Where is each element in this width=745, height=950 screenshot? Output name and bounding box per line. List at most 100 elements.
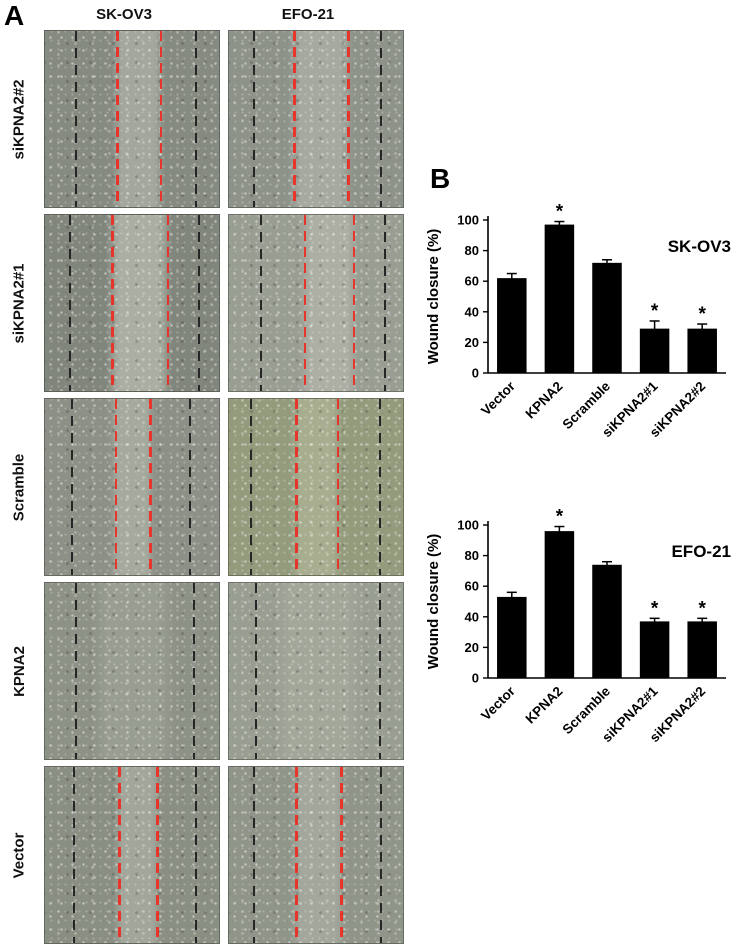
svg-text:Wound closure (%): Wound closure (%)	[425, 534, 442, 670]
svg-text:KPNA2: KPNA2	[523, 684, 566, 727]
svg-text:*: *	[556, 507, 564, 528]
origin-edge-line	[249, 399, 252, 575]
cell-texture	[229, 583, 403, 759]
svg-text:40: 40	[465, 304, 479, 319]
wound-area	[289, 399, 343, 575]
wound-area	[272, 583, 363, 759]
svg-text:KPNA2: KPNA2	[523, 379, 566, 422]
cell-texture	[45, 583, 219, 759]
wound-area	[105, 215, 172, 391]
micrograph-row-scramble: Scramble	[2, 398, 404, 576]
origin-edge-line	[74, 31, 77, 207]
origin-edge-line	[255, 583, 258, 759]
wound-area	[111, 31, 166, 207]
svg-text:*: *	[651, 598, 659, 619]
wound-edge-line	[116, 31, 119, 207]
cell-texture	[229, 215, 403, 391]
svg-text:Wound closure (%): Wound closure (%)	[425, 229, 442, 365]
wound-edge-line	[159, 31, 163, 207]
svg-text:Vector: Vector	[478, 378, 518, 418]
column-headers: SK-OV3 EFO-21	[36, 6, 396, 23]
bar-chart-svg: 0 20 40 60 80 100 Wound closure (%) EFO-21 Vecto…	[425, 507, 731, 746]
wound-edge-line	[149, 399, 152, 575]
origin-edge-line	[74, 583, 77, 759]
origin-edge-line	[253, 767, 256, 943]
panel-label-a: A	[4, 0, 25, 31]
origin-edge-line	[378, 399, 381, 575]
wound-closure-chart-efo-21: 0 20 40 60 80 100 Wound closure (%) EFO-21 Vecto…	[424, 503, 739, 788]
svg-text:SK-OV3: SK-OV3	[668, 237, 731, 256]
wound-edge-line	[340, 767, 343, 943]
svg-text:100: 100	[457, 518, 479, 533]
svg-text:100: 100	[457, 213, 479, 228]
wound-area	[112, 767, 162, 943]
row-label-sikpna2-1: siKPNA2#1	[10, 262, 28, 344]
svg-text:*: *	[698, 304, 706, 325]
micrograph-scramble-efo-21	[228, 398, 404, 576]
wound-area	[91, 583, 176, 759]
panel-a-grid: siKPNA2#2 siKPNA2#1 Scramble KPNA2 Vector	[2, 30, 404, 944]
svg-text:60: 60	[465, 274, 479, 289]
origin-edge-line	[383, 215, 386, 391]
wound-edge-line	[118, 767, 121, 943]
origin-edge-line	[380, 767, 383, 943]
micrograph-sikpna2-1-efo-21	[228, 214, 404, 392]
cell-texture	[229, 31, 403, 207]
svg-text:EFO-21: EFO-21	[671, 542, 731, 561]
wound-edge-line	[293, 31, 296, 207]
wound-edge-line	[156, 767, 159, 943]
wound-edge-line	[111, 215, 114, 391]
origin-edge-line	[253, 31, 256, 207]
column-header-sk-ov3: SK-OV3	[96, 6, 152, 23]
micrograph-sikpna2-1-sk-ov3	[44, 214, 220, 392]
column-header-efo-21: EFO-21	[281, 6, 335, 23]
svg-text:80: 80	[465, 243, 479, 258]
wound-area	[298, 215, 358, 391]
svg-text:*: *	[651, 301, 659, 322]
micrograph-row-kpna2: KPNA2	[2, 582, 404, 760]
origin-edge-line	[380, 31, 383, 207]
wound-edge-line	[295, 767, 298, 943]
wound-area	[288, 31, 353, 207]
micrograph-row-sikpna2-2: siKPNA2#2	[2, 30, 404, 208]
wound-edge-line	[295, 399, 298, 575]
micrograph-row-sikpna2-1: siKPNA2#1	[2, 214, 404, 392]
origin-edge-line	[378, 583, 381, 759]
cell-texture	[45, 215, 219, 391]
bar-chart-svg: 0 20 40 60 80 100 Wound closure (%) SK-OV3 Vecto…	[425, 202, 731, 441]
origin-edge-line	[194, 31, 197, 207]
micrograph-sikpna2-2-efo-21	[228, 30, 404, 208]
micrograph-kpna2-efo-21	[228, 582, 404, 760]
origin-edge-line	[198, 215, 201, 391]
wound-edge-line	[166, 215, 170, 391]
wound-edge-line	[114, 399, 118, 575]
origin-edge-line	[192, 583, 195, 759]
micrograph-kpna2-sk-ov3	[44, 582, 220, 760]
svg-text:Vector: Vector	[478, 683, 518, 723]
origin-edge-line	[189, 399, 192, 575]
origin-edge-line	[194, 767, 197, 943]
micrograph-vector-efo-21	[228, 766, 404, 944]
svg-text:40: 40	[465, 609, 479, 624]
row-label-kpna2: KPNA2	[10, 645, 28, 697]
svg-text:*: *	[698, 598, 706, 619]
svg-text:0: 0	[472, 671, 479, 686]
cell-texture	[229, 767, 403, 943]
row-label-scramble: Scramble	[10, 453, 28, 521]
origin-edge-line	[69, 215, 72, 391]
wound-closure-chart-sk-ov3: 0 20 40 60 80 100 Wound closure (%) SK-OV3 Vecto…	[424, 198, 739, 483]
svg-text:60: 60	[465, 579, 479, 594]
svg-text:0: 0	[472, 366, 479, 381]
micrograph-row-vector: Vector	[2, 766, 404, 944]
svg-text:*: *	[556, 202, 564, 223]
micrograph-sikpna2-2-sk-ov3	[44, 30, 220, 208]
origin-edge-line	[71, 399, 74, 575]
cell-texture	[45, 767, 219, 943]
svg-text:20: 20	[465, 335, 479, 350]
wound-edge-line	[347, 31, 350, 207]
micrograph-vector-sk-ov3	[44, 766, 220, 944]
row-label-vector: Vector	[10, 832, 28, 878]
cell-texture	[45, 31, 219, 207]
wound-edge-line	[352, 215, 356, 391]
